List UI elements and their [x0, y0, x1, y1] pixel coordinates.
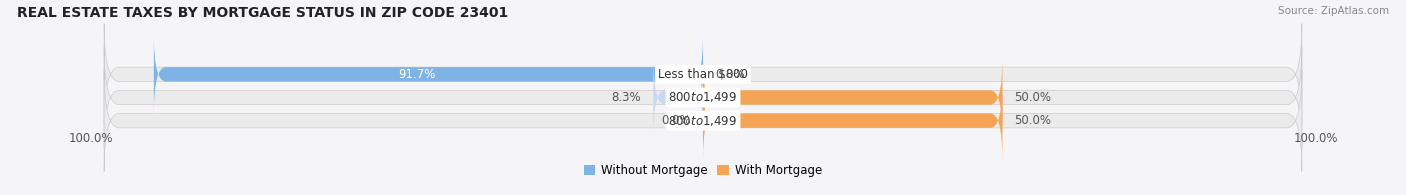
Legend: Without Mortgage, With Mortgage: Without Mortgage, With Mortgage — [579, 159, 827, 182]
Text: 91.7%: 91.7% — [398, 68, 434, 81]
FancyBboxPatch shape — [104, 47, 1302, 148]
FancyBboxPatch shape — [703, 58, 1002, 137]
Text: 50.0%: 50.0% — [1014, 114, 1052, 127]
Text: Less than $800: Less than $800 — [658, 68, 748, 81]
Text: 50.0%: 50.0% — [1014, 91, 1052, 104]
Text: Source: ZipAtlas.com: Source: ZipAtlas.com — [1278, 6, 1389, 16]
FancyBboxPatch shape — [654, 58, 703, 137]
Text: $800 to $1,499: $800 to $1,499 — [668, 114, 738, 128]
Text: REAL ESTATE TAXES BY MORTGAGE STATUS IN ZIP CODE 23401: REAL ESTATE TAXES BY MORTGAGE STATUS IN … — [17, 6, 508, 20]
Text: 0.0%: 0.0% — [716, 68, 745, 81]
Text: 8.3%: 8.3% — [612, 91, 641, 104]
FancyBboxPatch shape — [153, 35, 703, 113]
FancyBboxPatch shape — [104, 70, 1302, 171]
Text: 100.0%: 100.0% — [1294, 132, 1337, 145]
Text: 100.0%: 100.0% — [69, 132, 112, 145]
Text: 0.0%: 0.0% — [661, 114, 690, 127]
FancyBboxPatch shape — [703, 82, 1002, 160]
FancyBboxPatch shape — [104, 24, 1302, 125]
Text: $800 to $1,499: $800 to $1,499 — [668, 90, 738, 105]
